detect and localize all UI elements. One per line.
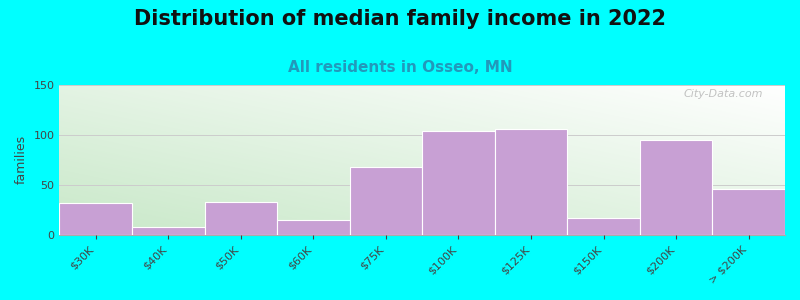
Bar — [205, 202, 277, 235]
Bar — [132, 227, 205, 235]
Y-axis label: families: families — [15, 135, 28, 184]
Bar — [494, 129, 567, 235]
Bar — [567, 218, 640, 235]
Text: Distribution of median family income in 2022: Distribution of median family income in … — [134, 9, 666, 29]
Bar — [640, 140, 713, 235]
Bar — [277, 220, 350, 235]
Text: All residents in Osseo, MN: All residents in Osseo, MN — [288, 60, 512, 75]
Bar — [59, 203, 132, 235]
Bar — [350, 167, 422, 235]
Bar — [713, 189, 785, 235]
Bar — [422, 131, 494, 235]
Text: City-Data.com: City-Data.com — [684, 89, 763, 100]
